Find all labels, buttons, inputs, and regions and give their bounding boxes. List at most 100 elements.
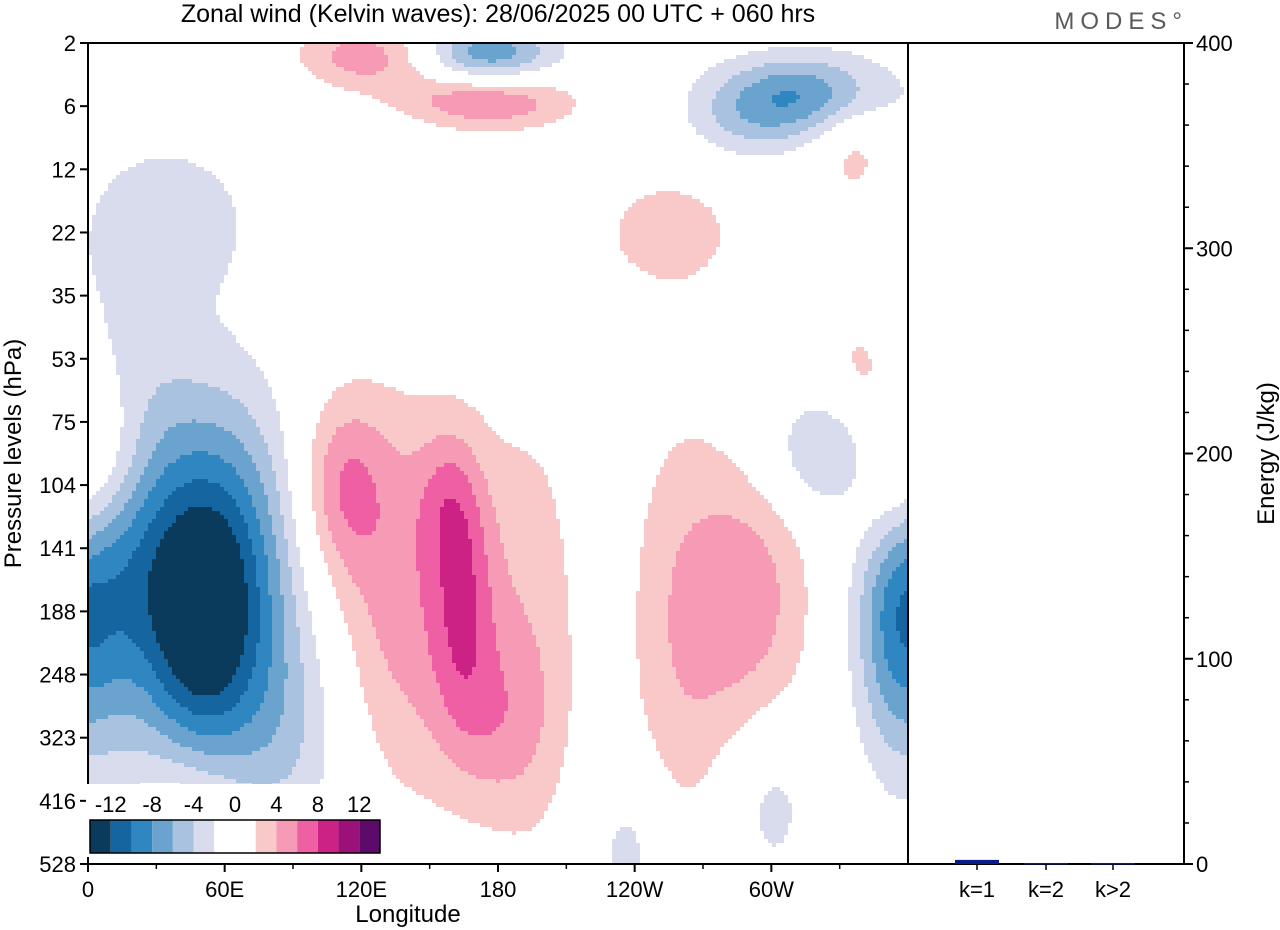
heatmap-cell (488, 491, 552, 495)
heatmap-cell (260, 531, 272, 535)
heatmap-cell (848, 599, 860, 603)
heatmap-cell (120, 483, 136, 487)
heatmap-cell (792, 455, 856, 459)
heatmap-cell (256, 651, 272, 655)
heatmap-cell (668, 611, 780, 615)
heatmap-cell (668, 603, 780, 607)
heatmap-cell (140, 479, 156, 483)
heatmap-cell (276, 471, 288, 475)
heatmap-cell (788, 135, 820, 139)
heatmap-cell (492, 615, 528, 619)
heatmap-cell (312, 483, 324, 487)
heatmap-cell (232, 527, 248, 531)
heatmap-cell (764, 799, 788, 803)
heatmap-cell (292, 767, 324, 771)
heatmap-cell (740, 91, 780, 95)
heatmap-cell (760, 535, 792, 539)
heatmap-cell (716, 63, 764, 67)
heatmap-cell (88, 499, 112, 503)
heatmap-cell (92, 223, 236, 227)
heatmap-cell (244, 515, 256, 519)
heatmap-cell (444, 623, 476, 627)
heatmap-cell (376, 527, 416, 531)
heatmap-cell (612, 843, 640, 847)
heatmap-cell (864, 587, 872, 591)
heatmap-cell (400, 451, 412, 455)
heatmap-cell (688, 99, 712, 103)
heatmap-cell (360, 587, 420, 591)
heatmap-cell (460, 727, 496, 731)
heatmap-cell (288, 675, 304, 679)
heatmap-cell (292, 583, 304, 587)
heatmap-cell (272, 627, 284, 631)
heatmap-cell (860, 87, 904, 91)
heatmap-cell (268, 743, 300, 747)
heatmap-cell (256, 467, 272, 471)
heatmap-cell (448, 711, 504, 715)
heatmap-cell (700, 519, 740, 523)
heatmap-cell (620, 219, 716, 223)
heatmap-cell (316, 511, 324, 515)
heatmap-cell (120, 435, 140, 439)
heatmap-cell (684, 539, 764, 543)
heatmap-cell (900, 563, 908, 567)
heatmap-cell (444, 463, 456, 467)
heatmap-cell (88, 755, 160, 759)
heatmap-cell (880, 623, 896, 627)
heatmap-cell (268, 579, 280, 583)
heatmap-cell (884, 787, 908, 791)
heatmap-cell (276, 535, 284, 539)
heatmap-cell (888, 663, 908, 667)
heatmap-cell (760, 79, 824, 83)
heatmap-cell (672, 587, 780, 591)
heatmap-cell (268, 667, 288, 671)
heatmap-cell (372, 531, 416, 535)
heatmap-cell (288, 547, 300, 551)
heatmap-cell (260, 627, 272, 631)
x-axis-label: Longitude (355, 901, 460, 928)
heatmap-cell (284, 643, 300, 647)
heatmap-cell (248, 587, 260, 591)
heatmap-cell (668, 627, 776, 631)
heatmap-cell (268, 507, 280, 511)
heatmap-cell (284, 631, 300, 635)
heatmap-cell (868, 527, 892, 531)
chart-title: Zonal wind (Kelvin waves): 28/06/2025 00… (181, 0, 815, 28)
heatmap-cell (472, 43, 512, 47)
heatmap-cell (112, 347, 244, 351)
heatmap-cell (724, 147, 796, 151)
heatmap-cell (356, 651, 384, 655)
heatmap-cell (860, 627, 872, 631)
heatmap-cell (272, 607, 284, 611)
heatmap-cell (708, 695, 776, 699)
heatmap-cell (164, 687, 188, 691)
heatmap-cell (508, 567, 564, 571)
heatmap-cell (692, 527, 752, 531)
heatmap-cell (668, 631, 776, 635)
heatmap-cell (860, 615, 872, 619)
heatmap-cell (88, 251, 232, 255)
heatmap-cell (116, 367, 260, 371)
heatmap-cell (440, 511, 464, 515)
heatmap-cell (260, 623, 272, 627)
heatmap-cell (736, 107, 820, 111)
heatmap-cell (148, 571, 244, 575)
heatmap-cell (252, 455, 272, 459)
heatmap-cell (272, 655, 284, 659)
heatmap-cell (472, 551, 484, 555)
heatmap-cell (88, 735, 168, 739)
heatmap-cell (220, 455, 252, 459)
heatmap-cell (652, 731, 736, 735)
x-tick-label: 180 (480, 877, 517, 902)
heatmap-cell (856, 715, 872, 719)
heatmap-cell (848, 603, 860, 607)
heatmap-cell (896, 627, 908, 631)
heatmap-cell (232, 675, 252, 679)
heatmap-cell (88, 743, 180, 747)
heatmap-cell (232, 431, 260, 435)
heatmap-cell (268, 687, 284, 691)
heatmap-cell (848, 587, 864, 591)
heatmap-cell (120, 511, 136, 515)
heatmap-cell (872, 599, 884, 603)
heatmap-cell (88, 507, 104, 511)
